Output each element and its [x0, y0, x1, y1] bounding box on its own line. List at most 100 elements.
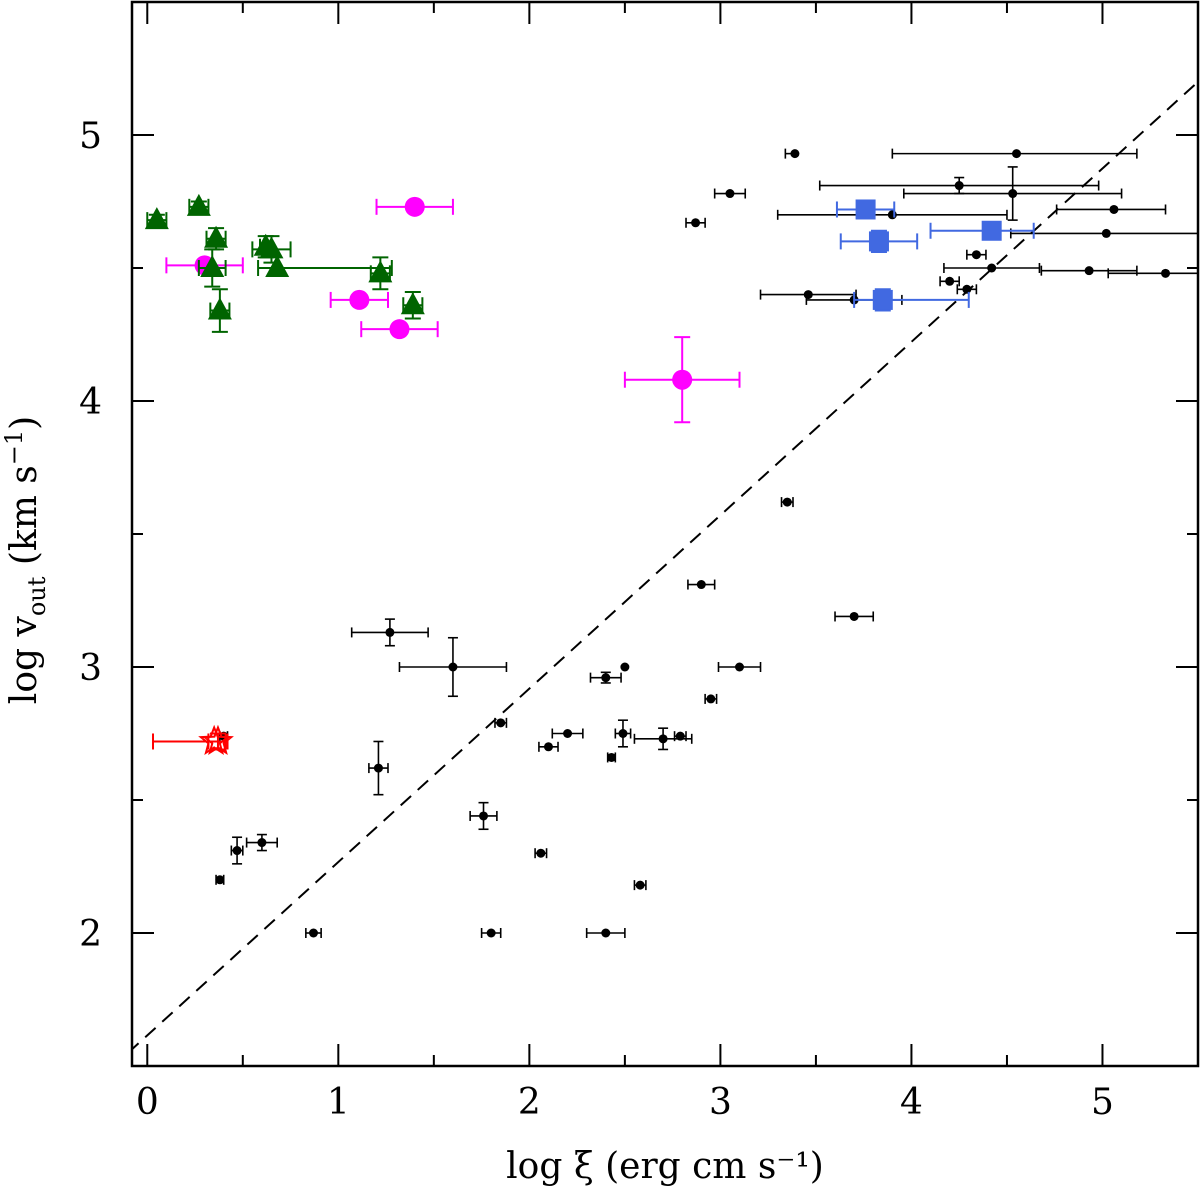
point-black	[1009, 228, 1198, 239]
data-marker	[265, 255, 290, 277]
y-axis-label-units: (km s	[4, 465, 45, 576]
point-blue	[839, 229, 919, 254]
series-red	[152, 724, 234, 756]
y-axis-label-main: log v	[4, 616, 45, 705]
x-tick-label: 5	[1091, 1082, 1114, 1123]
data-marker	[601, 928, 611, 938]
point-black	[780, 497, 794, 508]
data-marker	[962, 284, 972, 294]
point-black	[902, 166, 1123, 221]
point-black	[538, 741, 559, 752]
point-black	[687, 579, 716, 590]
data-marker	[706, 694, 716, 704]
plot-frame	[130, 0, 1200, 1068]
point-green	[204, 225, 229, 251]
point-green	[368, 256, 393, 291]
data-marker	[635, 880, 645, 890]
data-marker	[618, 729, 628, 738]
data-marker	[601, 673, 611, 683]
point-black	[759, 289, 857, 300]
data-marker	[855, 199, 876, 220]
data-marker	[790, 149, 800, 159]
point-magenta	[623, 336, 741, 424]
point-black	[589, 671, 622, 684]
point-black	[1107, 268, 1198, 279]
data-marker	[373, 763, 383, 773]
data-marker	[849, 611, 859, 621]
point-black	[215, 874, 225, 885]
data-marker	[448, 662, 458, 672]
data-marker	[308, 928, 318, 938]
point-black	[480, 928, 502, 938]
point-black	[673, 731, 687, 742]
point-green	[197, 248, 227, 288]
point-magenta	[329, 289, 389, 310]
data-marker	[202, 724, 234, 756]
data-marker	[607, 752, 617, 762]
data-marker	[543, 742, 553, 752]
y-axis-label: log vout (km s−1)	[0, 416, 51, 704]
data-marker	[1084, 266, 1094, 276]
point-black	[966, 249, 987, 260]
data-marker	[1012, 149, 1022, 159]
data-marker	[389, 319, 410, 340]
data-marker	[954, 181, 964, 191]
point-black	[534, 848, 548, 859]
y-tick-label: 5	[79, 116, 102, 157]
point-black	[368, 740, 389, 796]
point-black	[943, 263, 1041, 273]
point-black	[606, 752, 617, 763]
data-marker	[215, 875, 225, 885]
data-marker	[368, 260, 393, 283]
y-tick-label: 4	[79, 382, 102, 423]
data-marker	[782, 497, 792, 507]
data-marker	[200, 255, 225, 277]
point-black	[1040, 265, 1138, 276]
y-tick-label: 2	[79, 914, 102, 955]
data-marker	[496, 718, 506, 728]
point-black	[614, 719, 632, 748]
point-black	[305, 928, 322, 938]
point-black	[551, 728, 584, 739]
point-green	[400, 290, 425, 320]
data-marker	[479, 811, 489, 821]
point-black	[585, 928, 626, 938]
data-marker	[675, 731, 685, 741]
tick-labels: 0 1 2 3 4 5 2 3 4 5	[79, 116, 1114, 1123]
point-black	[494, 717, 508, 728]
point-black	[620, 662, 630, 672]
point-black	[713, 188, 747, 199]
data-marker	[349, 289, 370, 310]
point-green	[207, 288, 232, 333]
data-marker	[887, 210, 897, 220]
data-marker	[144, 207, 169, 230]
point-blue	[929, 220, 1035, 241]
data-marker	[672, 369, 693, 390]
point-black	[230, 836, 244, 865]
data-layer	[132, 81, 1198, 1051]
data-marker	[1109, 204, 1119, 214]
data-marker	[691, 218, 701, 228]
data-marker	[204, 225, 229, 248]
axis-ticks	[132, 2, 1198, 1066]
y-axis-label-exponent: −1	[0, 430, 28, 465]
point-black	[245, 833, 278, 852]
point-green	[144, 207, 169, 230]
x-tick-label: 4	[900, 1082, 923, 1123]
data-marker	[735, 662, 745, 672]
data-marker	[257, 838, 267, 848]
point-black	[704, 693, 718, 704]
point-green	[186, 193, 211, 216]
point-black	[1055, 204, 1167, 215]
data-marker	[868, 231, 889, 252]
data-marker	[803, 290, 813, 300]
series-blue	[835, 199, 1035, 312]
series-green	[144, 193, 425, 333]
point-black	[469, 801, 498, 831]
point-black	[834, 611, 875, 622]
data-marker	[872, 289, 893, 310]
point-blue	[853, 288, 970, 312]
x-axis-label: log ξ (erg cm s⁻¹)	[506, 1146, 824, 1187]
y-axis-label-close: )	[4, 416, 45, 430]
